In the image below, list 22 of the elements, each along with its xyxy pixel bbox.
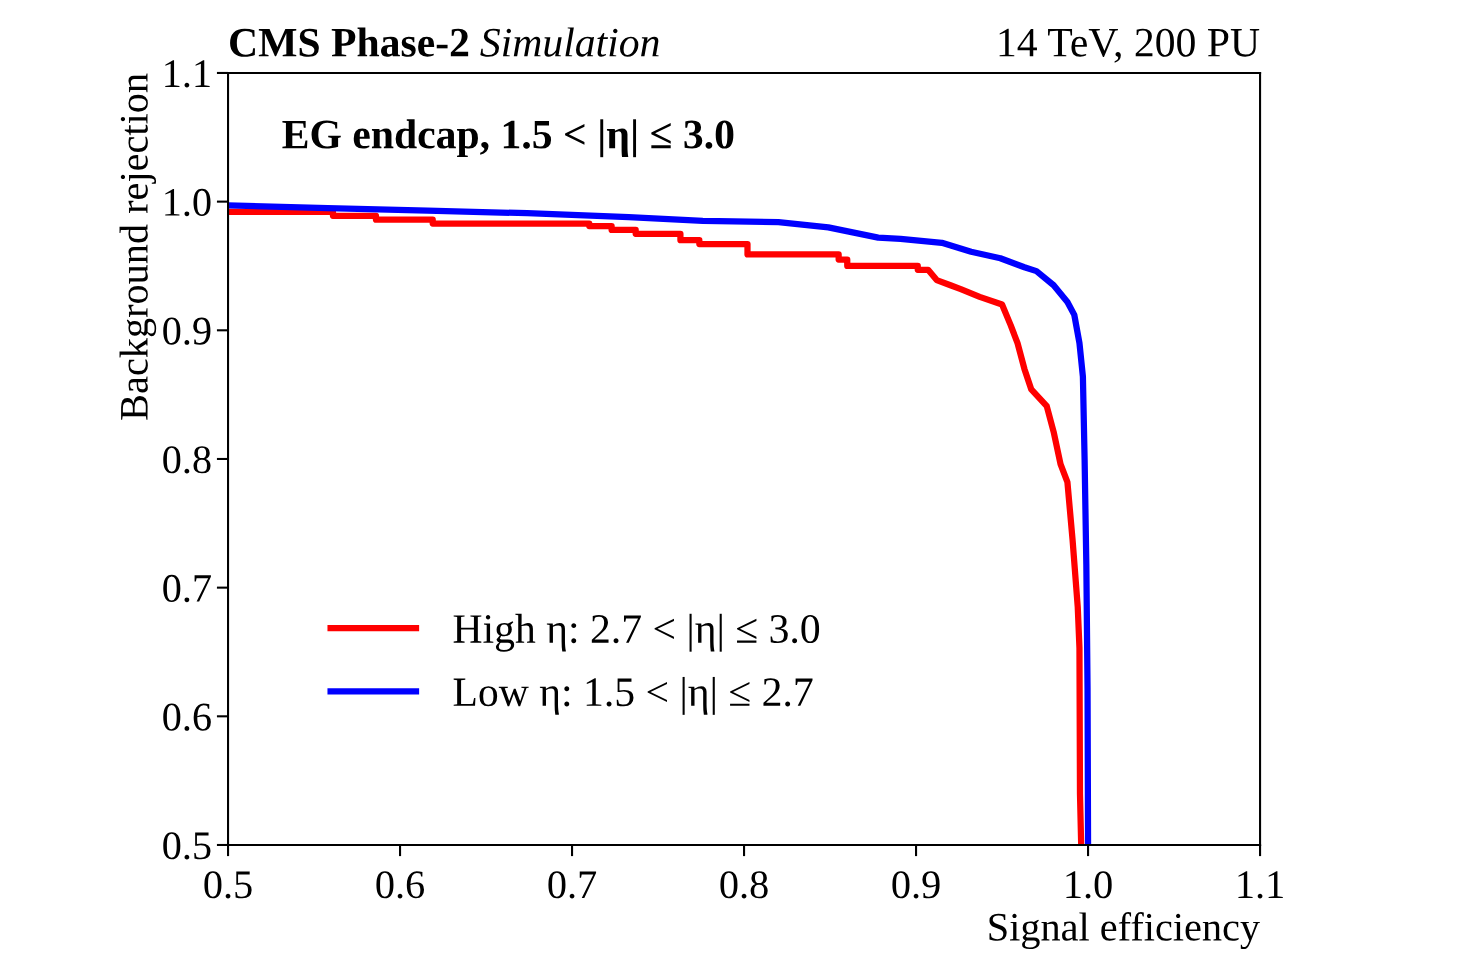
legend-label: Low η: 1.5 < |η| ≤ 2.7 [453, 676, 813, 715]
x-tick-label: 1.1 [1238, 871, 1283, 899]
x-axis-title: Signal efficiency [989, 912, 1260, 950]
x-tick-label: 0.6 [376, 871, 425, 899]
x-tick-label: 0.7 [548, 871, 597, 899]
x-tick-label: 1.0 [1066, 871, 1112, 899]
legend-label: High η: 2.7 < |η| ≤ 3.0 [453, 613, 820, 652]
y-tick-label: 0.9 [163, 317, 211, 345]
y-tick-label: 0.8 [163, 446, 211, 474]
x-tick-label: 0.5 [204, 871, 252, 899]
y-tick-label: 1.1 [165, 60, 210, 88]
y-tick-label: 0.5 [163, 832, 211, 860]
chart-title: CMS Phase-2 [230, 27, 469, 57]
y-axis-title: Background rejection [119, 73, 157, 420]
y-tick-label: 0.6 [163, 703, 211, 731]
x-tick-label: 0.9 [892, 871, 940, 899]
annotation: EG endcap, 1.5 < |η| ≤ 3.0 [282, 119, 734, 158]
chart-subtitle: Simulation [480, 27, 659, 57]
text: 14 TeV, 200 PU [999, 28, 1260, 63]
y-tick-label: 1.0 [165, 188, 211, 217]
x-tick-label: 0.8 [720, 871, 768, 899]
y-tick-label: 0.7 [163, 574, 211, 603]
